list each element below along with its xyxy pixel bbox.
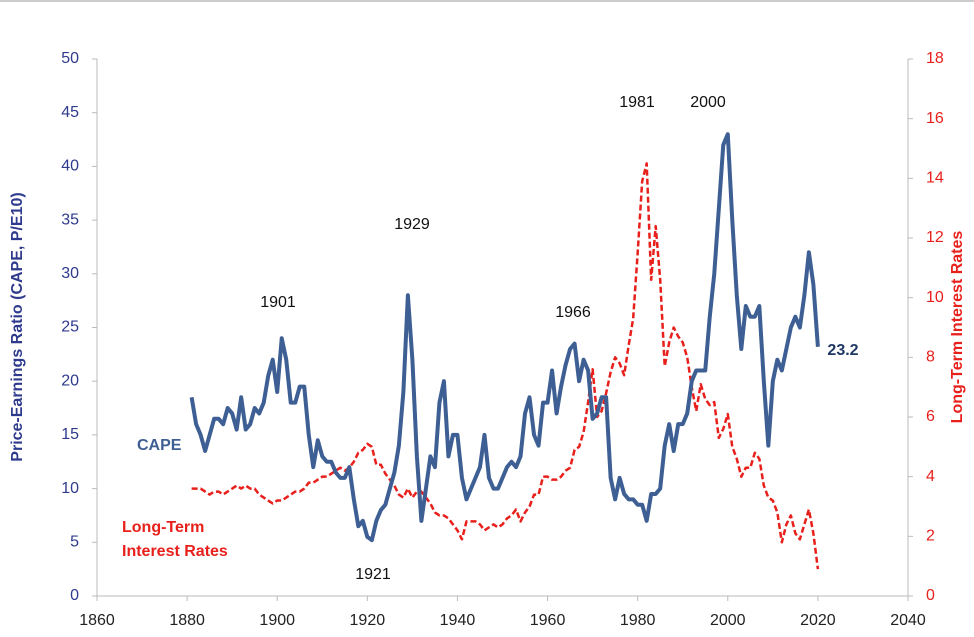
y-tick-label: 20 [61, 372, 79, 389]
x-tick-label: 1940 [440, 612, 476, 629]
y2-tick-label: 16 [926, 110, 944, 127]
y2-tick-label: 14 [926, 170, 944, 187]
y-tick-label: 50 [61, 50, 79, 67]
y-axis-title: Price-Earnings Ratio (CAPE, P/E10) [9, 192, 26, 461]
x-tick-label: 1880 [169, 612, 205, 629]
y2-axis-title: Long-Term Interest Rates [949, 231, 966, 424]
y2-tick-label: 12 [926, 229, 944, 246]
y-tick-label: 35 [61, 211, 79, 228]
y-tick-label: 10 [61, 480, 79, 497]
series-line [189, 132, 820, 543]
annotation: 1981 [619, 94, 655, 111]
y2-tick-label: 2 [926, 528, 935, 545]
annotation: 1901 [260, 294, 296, 311]
y-tick-label: 25 [61, 319, 79, 336]
x-tick-label: 1900 [259, 612, 295, 629]
y-tick-label: 30 [61, 265, 79, 282]
y-tick-label: 5 [70, 534, 79, 551]
y-tick-label: 0 [70, 587, 79, 604]
series-label: CAPE [137, 437, 182, 454]
y2-tick-label: 18 [926, 50, 944, 67]
y2-tick-label: 4 [926, 468, 935, 485]
y2-tick-label: 10 [926, 289, 944, 306]
annotation: 23.2 [827, 342, 858, 359]
x-tick-label: 1960 [530, 612, 566, 629]
annotation: 1921 [355, 566, 391, 583]
y-tick-label: 45 [61, 104, 79, 121]
y-tick-label: 15 [61, 426, 79, 443]
series-label: Long-Term Interest Rates [122, 519, 228, 560]
y2-tick-label: 0 [926, 587, 935, 604]
y2-tick-label: 6 [926, 408, 935, 425]
x-tick-label: 2040 [890, 612, 926, 629]
series-line [191, 162, 820, 570]
x-tick-label: 2020 [800, 612, 836, 629]
x-tick-label: 1980 [620, 612, 656, 629]
y2-tick-label: 8 [926, 349, 935, 366]
annotation: 1929 [394, 216, 430, 233]
annotation: 1966 [555, 304, 591, 321]
x-tick-label: 1920 [350, 612, 386, 629]
y-tick-label: 40 [61, 158, 79, 175]
x-tick-label: 2000 [710, 612, 746, 629]
x-tick-label: 1860 [79, 612, 115, 629]
annotation: 2000 [690, 94, 726, 111]
